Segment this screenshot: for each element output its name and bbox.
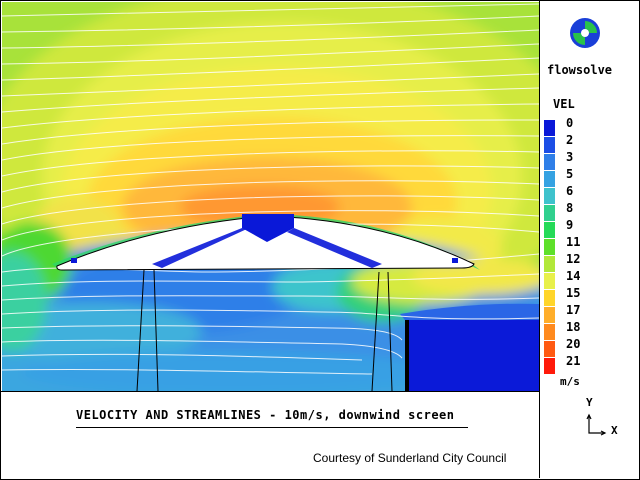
legend-swatch — [544, 205, 555, 221]
velocity-field-plot — [2, 2, 539, 391]
legend-swatch — [544, 222, 555, 238]
shear-layer — [52, 214, 480, 270]
legend-swatch — [544, 290, 555, 306]
legend-tick-label: 15 — [566, 286, 581, 300]
legend-swatch — [544, 307, 555, 323]
panel-divider-horizontal — [0, 391, 539, 392]
legend-tick-label: 20 — [566, 337, 581, 351]
legend-title: VEL — [553, 97, 575, 111]
axis-x-label: X — [611, 424, 618, 437]
legend-swatch — [544, 358, 555, 374]
canopy-strut-left — [152, 228, 249, 268]
legend-tick-label: 3 — [566, 150, 574, 164]
legend-tick-label: 18 — [566, 320, 581, 334]
legend-tick-label: 6 — [566, 184, 574, 198]
wake-zone — [405, 320, 539, 391]
canopy-roof — [56, 215, 475, 271]
legend-swatch — [544, 171, 555, 187]
legend-swatch — [544, 137, 555, 153]
legend-swatch — [544, 188, 555, 204]
axis-triad-icon — [586, 413, 607, 436]
canopy-edge-left — [71, 258, 77, 263]
legend-tick-label: 14 — [566, 269, 581, 283]
legend-swatch — [544, 273, 555, 289]
legend-swatch — [544, 256, 555, 272]
legend-swatch — [544, 239, 555, 255]
wake-edge — [400, 303, 539, 320]
panel-divider-vertical — [539, 0, 540, 478]
legend-swatch — [544, 324, 555, 340]
legend-swatch — [544, 154, 555, 170]
legend-tick-label: 17 — [566, 303, 581, 317]
legend-tick-label: 12 — [566, 252, 581, 266]
legend-unit: m/s — [560, 375, 580, 388]
legend-tick-label: 11 — [566, 235, 581, 249]
axis-y-label: Y — [586, 396, 593, 409]
legend-tick-label: 8 — [566, 201, 574, 215]
plot-caption: VELOCITY AND STREAMLINES - 10m/s, downwi… — [76, 408, 455, 422]
caption-underline — [76, 427, 468, 428]
app-name: flowsolve — [547, 63, 613, 77]
canopy-edge-right — [452, 258, 458, 263]
legend-tick-label: 9 — [566, 218, 574, 232]
streamlines — [2, 3, 539, 375]
legend-tick-label: 0 — [566, 116, 574, 130]
legend-tick-label: 5 — [566, 167, 574, 181]
legend-swatch — [544, 120, 555, 136]
legend-swatch — [544, 341, 555, 357]
flowsolve-logo-icon — [570, 18, 600, 48]
canopy-hub — [242, 214, 294, 242]
support-columns — [136, 269, 393, 391]
legend-tick-label: 21 — [566, 354, 581, 368]
legend-tick-label: 2 — [566, 133, 574, 147]
plot-credit: Courtesy of Sunderland City Council — [313, 451, 507, 465]
canopy-strut-right — [287, 228, 382, 268]
downwind-screen — [405, 320, 409, 391]
velocity-field-svg — [2, 2, 539, 391]
